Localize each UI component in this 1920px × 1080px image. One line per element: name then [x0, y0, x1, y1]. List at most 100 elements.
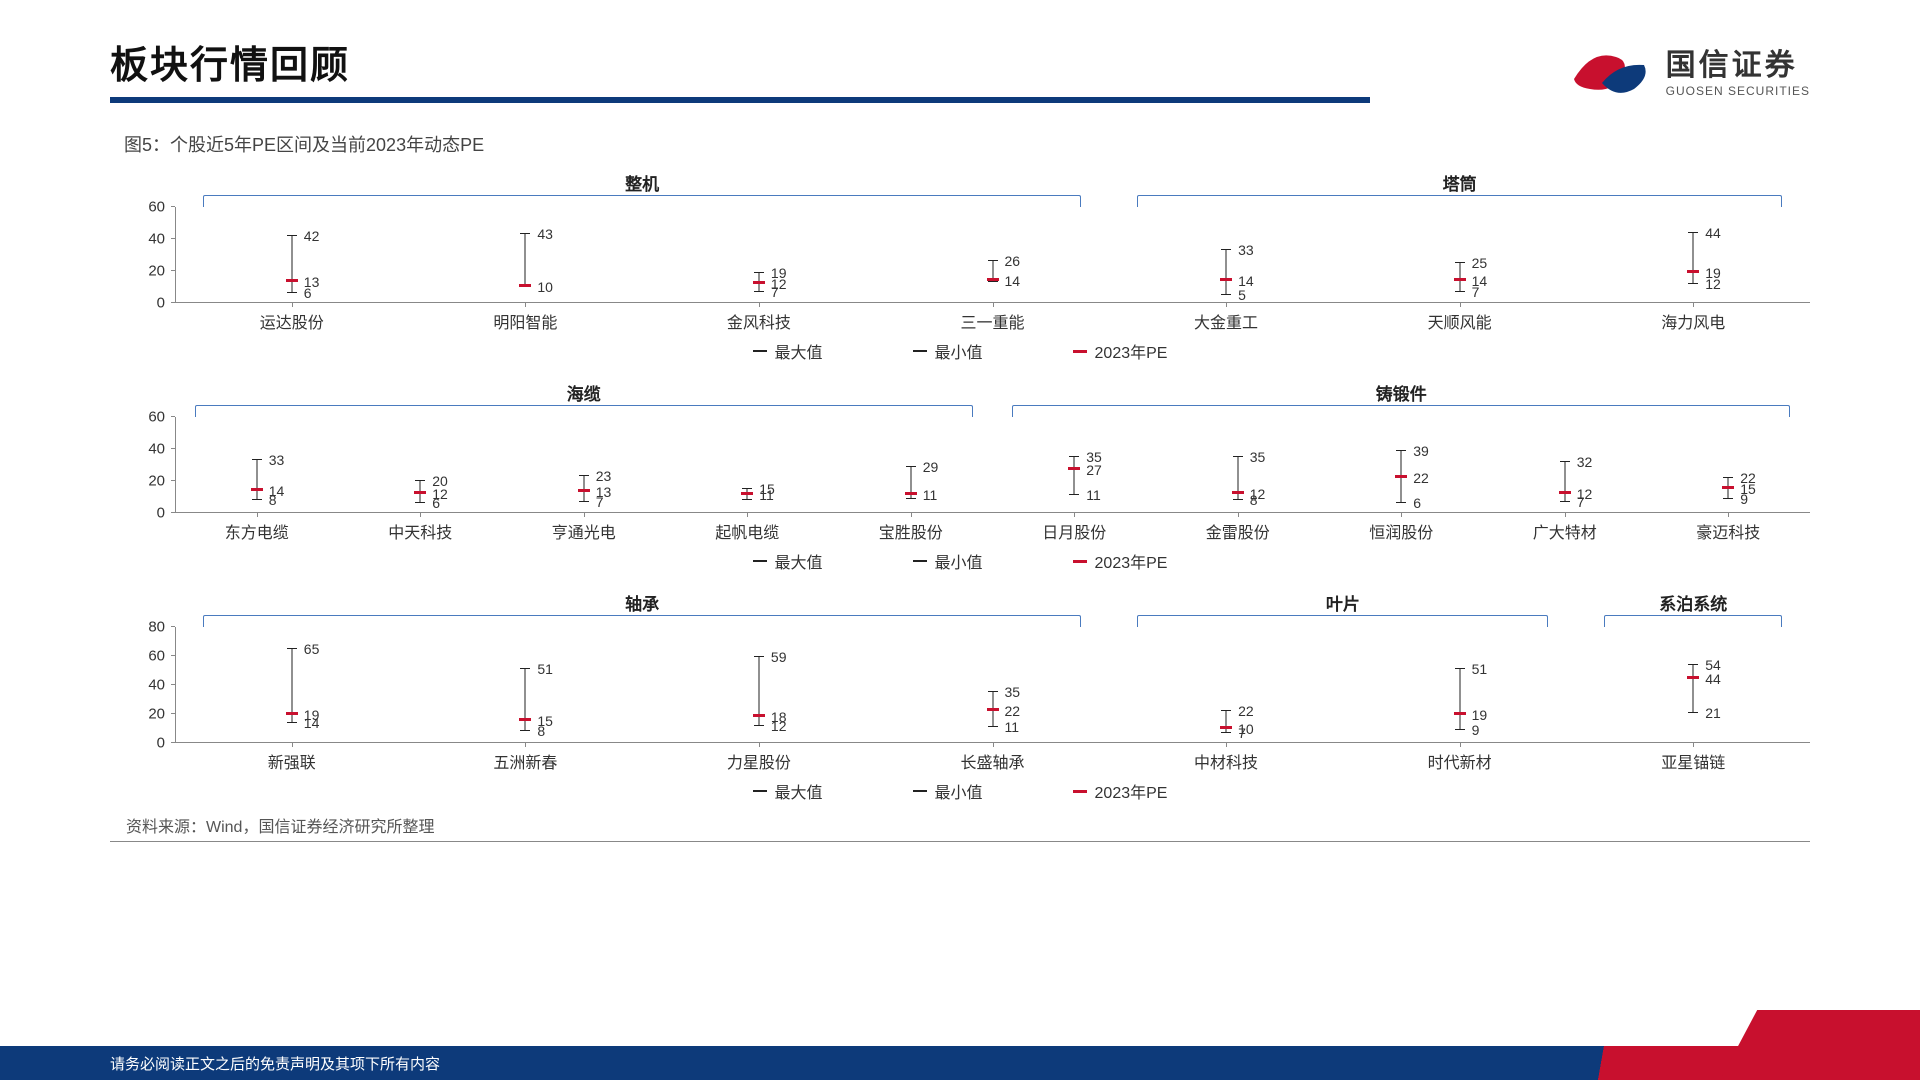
y-tick-label: 20	[148, 263, 165, 280]
value-label: 33	[1238, 242, 1254, 258]
value-label: 22	[1005, 703, 1021, 719]
y-tick-label: 0	[157, 505, 165, 522]
value-label: 11	[1005, 719, 1020, 735]
group-label: 轴承	[619, 590, 665, 615]
value-label: 35	[1005, 684, 1021, 700]
stock-marker: 33145大金重工	[1166, 167, 1286, 337]
y-tick-label: 20	[148, 473, 165, 490]
stock-name: 豪迈科技	[1668, 519, 1788, 543]
pe-marker	[251, 488, 263, 491]
pe-marker	[1068, 467, 1080, 470]
pe-marker	[987, 708, 999, 711]
stock-name: 起帆电缆	[687, 519, 807, 543]
pe-marker	[753, 714, 765, 717]
value-label: 25	[1472, 255, 1488, 271]
stock-marker: 22159豪迈科技	[1668, 377, 1788, 547]
y-tick-label: 40	[148, 231, 165, 248]
legend-item-pe: 2023年PE	[1073, 549, 1168, 573]
value-label: 29	[923, 459, 939, 475]
pe-marker	[1687, 270, 1699, 273]
value-label: 42	[304, 228, 320, 244]
stock-name: 运达股份	[232, 309, 352, 333]
stock-marker: 22107中材科技	[1166, 587, 1286, 777]
pe-marker	[519, 718, 531, 721]
source-rule	[110, 841, 1810, 842]
stock-marker: 591812力星股份	[699, 587, 819, 777]
value-label: 11	[1086, 487, 1101, 503]
stock-name: 大金重工	[1166, 309, 1286, 333]
brand-logo: 国信证券 GUOSEN SECURITIES	[1572, 40, 1810, 98]
pe-marker	[987, 278, 999, 281]
source-text: 资料来源：Wind，国信证券经济研究所整理	[126, 813, 1920, 837]
title-rule	[110, 97, 1370, 103]
legend-item-min: 最小值	[913, 779, 983, 803]
legend-item-max: 最大值	[753, 339, 823, 363]
group-label: 整机	[619, 170, 665, 195]
page-title: 板块行情回顾	[110, 34, 1370, 89]
pe-marker	[1232, 491, 1244, 494]
pe-marker	[286, 279, 298, 282]
pe-marker	[1454, 278, 1466, 281]
value-label: 65	[304, 641, 320, 657]
stock-marker: 19127金风科技	[699, 167, 819, 337]
pe-marker	[753, 281, 765, 284]
stock-name: 明阳智能	[465, 309, 585, 333]
value-label: 12	[1705, 276, 1721, 292]
stock-marker: 32127广大特材	[1505, 377, 1625, 547]
pe-marker	[1395, 475, 1407, 478]
figure-caption: 图5：个股近5年PE区间及当前2023年动态PE	[124, 131, 1810, 157]
value-label: 21	[1705, 705, 1721, 721]
legend: 最大值最小值2023年PE	[110, 339, 1810, 363]
stock-marker: 51199时代新材	[1400, 587, 1520, 777]
value-label: 14	[304, 715, 320, 731]
pe-marker	[1220, 726, 1232, 729]
value-label: 35	[1250, 449, 1266, 465]
value-label: 6	[432, 495, 440, 511]
stock-marker: 33148东方电缆	[197, 377, 317, 547]
value-label: 51	[537, 661, 553, 677]
value-label: 22	[1238, 703, 1254, 719]
legend-item-min: 最小值	[913, 549, 983, 573]
brand-en: GUOSEN SECURITIES	[1666, 84, 1810, 98]
value-label: 6	[304, 285, 312, 301]
stock-name: 海力风电	[1633, 309, 1753, 333]
value-label: 11	[759, 487, 774, 503]
stock-name: 天顺风能	[1400, 309, 1520, 333]
legend: 最大值最小值2023年PE	[110, 549, 1810, 573]
stock-marker: 1511起帆电缆	[687, 377, 807, 547]
stock-marker: 651914新强联	[232, 587, 352, 777]
stock-marker: 35128金雷股份	[1178, 377, 1298, 547]
pe-marker	[905, 492, 917, 495]
chart-panel: 0204060整机塔筒42136运达股份4310明阳智能19127金风科技261…	[110, 167, 1810, 363]
stock-marker: 441912海力风电	[1633, 167, 1753, 337]
value-label: 27	[1086, 462, 1102, 478]
y-tick-label: 40	[148, 677, 165, 694]
value-label: 7	[1238, 725, 1246, 741]
y-tick-label: 60	[148, 648, 165, 665]
stock-marker: 4310明阳智能	[465, 167, 585, 337]
stock-name: 三一重能	[933, 309, 1053, 333]
pe-marker	[741, 492, 753, 495]
value-label: 14	[1005, 273, 1021, 289]
stock-name: 五洲新春	[465, 749, 585, 773]
header: 板块行情回顾 国信证券 GUOSEN SECURITIES	[0, 0, 1920, 103]
stock-name: 力星股份	[699, 749, 819, 773]
pe-marker	[1687, 676, 1699, 679]
value-label: 8	[1250, 492, 1258, 508]
stock-name: 亨通光电	[524, 519, 644, 543]
stock-name: 中天科技	[360, 519, 480, 543]
stock-name: 长盛轴承	[933, 749, 1053, 773]
stock-name: 日月股份	[1014, 519, 1134, 543]
stock-name: 宝胜股份	[851, 519, 971, 543]
y-tick-label: 60	[148, 199, 165, 216]
stock-name: 新强联	[232, 749, 352, 773]
stock-marker: 35 2211 长盛轴承	[933, 587, 1053, 777]
value-label: 7	[1472, 284, 1480, 300]
value-label: 9	[1472, 722, 1480, 738]
stock-name: 恒润股份	[1341, 519, 1461, 543]
pe-marker	[1220, 278, 1232, 281]
value-label: 12	[771, 718, 787, 734]
y-tick-label: 20	[148, 706, 165, 723]
pe-marker	[578, 489, 590, 492]
stock-marker: 42136运达股份	[232, 167, 352, 337]
